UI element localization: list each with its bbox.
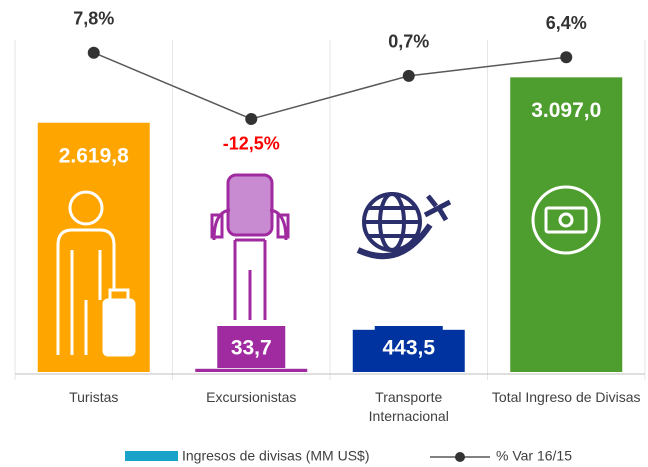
line-value-label: -12,5%	[223, 134, 280, 154]
line-value-label: 7,8%	[73, 8, 114, 28]
legend-swatch	[125, 451, 178, 461]
line-marker	[87, 46, 100, 59]
legend-label: % Var 16/15	[496, 448, 572, 464]
value-label-box	[217, 326, 286, 368]
line-value-label: 6,4%	[546, 13, 587, 33]
legend-label: Ingresos de divisas (MM US$)	[182, 448, 370, 464]
value-label: 443,5	[382, 337, 435, 360]
value-label: 3.097,0	[531, 99, 601, 122]
bar	[195, 368, 308, 372]
backpacker-icon	[210, 173, 290, 320]
x-tick-label: Turistas	[69, 389, 119, 405]
money-icon	[531, 185, 601, 255]
legend-marker	[455, 452, 465, 462]
line-marker	[245, 112, 258, 125]
value-label-box	[374, 326, 443, 368]
value-label: 33,7	[231, 337, 272, 360]
line-marker	[560, 51, 573, 64]
x-tick-label: Total Ingreso de Divisas	[491, 389, 641, 405]
line	[93, 52, 567, 120]
value-label: 2.619,8	[59, 144, 129, 167]
line-value-label: 0,7%	[388, 32, 429, 52]
line-marker	[402, 69, 415, 82]
x-tick-label: Excursionistas	[206, 389, 297, 405]
tourist-icon	[56, 190, 136, 357]
transport-icon	[356, 192, 452, 260]
x-tick-label: Transporte Internacional	[368, 389, 449, 424]
